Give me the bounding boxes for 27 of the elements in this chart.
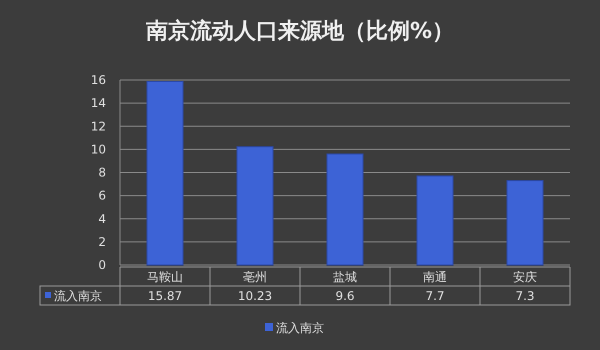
bar — [416, 175, 454, 266]
legend: 流入南京 — [265, 321, 324, 335]
y-tick-label: 0 — [98, 258, 106, 272]
bar — [326, 154, 364, 266]
x-tick-label: 亳州 — [243, 270, 267, 284]
x-tick-label: 南通 — [423, 270, 447, 284]
x-tick-label: 盐城 — [333, 270, 357, 284]
y-tick-label: 10 — [90, 142, 106, 156]
y-tick-label: 6 — [98, 188, 106, 203]
y-tick-label: 14 — [90, 96, 106, 110]
data-label: 10.23 — [238, 289, 272, 303]
chart-title: 南京流动人口来源地（比例%） — [144, 18, 454, 44]
y-tick-label: 8 — [98, 166, 106, 180]
y-tick-label: 4 — [98, 212, 106, 226]
x-tick-label: 安庆 — [513, 270, 537, 284]
data-label: 7.7 — [425, 289, 445, 303]
y-tick-label: 16 — [90, 73, 106, 87]
data-label: 15.87 — [148, 289, 182, 303]
x-tick-label: 马鞍山 — [147, 270, 183, 284]
bar — [236, 146, 274, 266]
y-tick-label: 2 — [98, 234, 106, 249]
legend-label: 流入南京 — [54, 289, 102, 303]
data-label: 7.3 — [515, 289, 535, 303]
data-label: 9.6 — [335, 289, 355, 303]
bar — [506, 180, 544, 266]
y-tick-label: 12 — [90, 119, 106, 134]
bar — [146, 81, 184, 266]
